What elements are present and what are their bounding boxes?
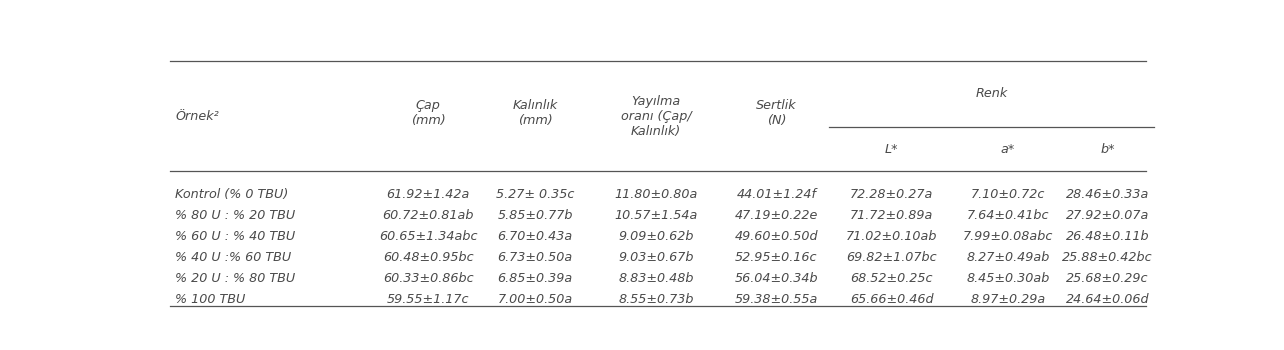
Text: 49.60±0.50d: 49.60±0.50d <box>734 230 818 243</box>
Text: b*: b* <box>1100 143 1115 156</box>
Text: 72.28±0.27a: 72.28±0.27a <box>850 188 933 201</box>
Text: % 20 U : % 80 TBU: % 20 U : % 80 TBU <box>176 272 295 285</box>
Text: 8.45±0.30ab: 8.45±0.30ab <box>966 272 1049 285</box>
Text: 60.72±0.81ab: 60.72±0.81ab <box>383 209 474 222</box>
Text: 61.92±1.42a: 61.92±1.42a <box>386 188 470 201</box>
Text: 8.97±0.29a: 8.97±0.29a <box>971 293 1045 306</box>
Text: 65.66±0.46d: 65.66±0.46d <box>850 293 933 306</box>
Text: 7.00±0.50a: 7.00±0.50a <box>497 293 573 306</box>
Text: 28.46±0.33a: 28.46±0.33a <box>1066 188 1149 201</box>
Text: L*: L* <box>885 143 899 156</box>
Text: 10.57±1.54a: 10.57±1.54a <box>614 209 697 222</box>
Text: 68.52±0.25c: 68.52±0.25c <box>850 272 933 285</box>
Text: 5.27± 0.35c: 5.27± 0.35c <box>496 188 574 201</box>
Text: 56.04±0.34b: 56.04±0.34b <box>734 272 818 285</box>
Text: 7.99±0.08abc: 7.99±0.08abc <box>963 230 1053 243</box>
Text: % 80 U : % 20 TBU: % 80 U : % 20 TBU <box>176 209 295 222</box>
Text: 6.70±0.43a: 6.70±0.43a <box>497 230 573 243</box>
Text: Kontrol (% 0 TBU): Kontrol (% 0 TBU) <box>176 188 289 201</box>
Text: Yayılma
oranı (Çap/
Kalınlık): Yayılma oranı (Çap/ Kalınlık) <box>620 94 691 138</box>
Text: 44.01±1.24f: 44.01±1.24f <box>737 188 817 201</box>
Text: 60.48±0.95bc: 60.48±0.95bc <box>383 251 474 264</box>
Text: 69.82±1.07bc: 69.82±1.07bc <box>846 251 937 264</box>
Text: 25.68±0.29c: 25.68±0.29c <box>1066 272 1149 285</box>
Text: 6.85±0.39a: 6.85±0.39a <box>497 272 573 285</box>
Text: 47.19±0.22e: 47.19±0.22e <box>734 209 818 222</box>
Text: a*: a* <box>1000 143 1014 156</box>
Text: Örnek²: Örnek² <box>176 110 220 122</box>
Text: 25.88±0.42bc: 25.88±0.42bc <box>1062 251 1153 264</box>
Text: Kalınlık
(mm): Kalınlık (mm) <box>512 99 557 127</box>
Text: % 100 TBU: % 100 TBU <box>176 293 245 306</box>
Text: Çap
(mm): Çap (mm) <box>411 99 446 127</box>
Text: 71.02±0.10ab: 71.02±0.10ab <box>846 230 937 243</box>
Text: 5.85±0.77b: 5.85±0.77b <box>497 209 573 222</box>
Text: Sertlik
(N): Sertlik (N) <box>756 99 797 127</box>
Text: 71.72±0.89a: 71.72±0.89a <box>850 209 933 222</box>
Text: 9.09±0.62b: 9.09±0.62b <box>619 230 693 243</box>
Text: 27.92±0.07a: 27.92±0.07a <box>1066 209 1149 222</box>
Text: Renk: Renk <box>976 88 1008 100</box>
Text: 8.83±0.48b: 8.83±0.48b <box>619 272 693 285</box>
Text: 6.73±0.50a: 6.73±0.50a <box>497 251 573 264</box>
Text: 60.65±1.34abc: 60.65±1.34abc <box>379 230 478 243</box>
Text: 59.55±1.17c: 59.55±1.17c <box>386 293 470 306</box>
Text: % 40 U :% 60 TBU: % 40 U :% 60 TBU <box>176 251 291 264</box>
Text: 8.27±0.49ab: 8.27±0.49ab <box>966 251 1049 264</box>
Text: 7.64±0.41bc: 7.64±0.41bc <box>967 209 1049 222</box>
Text: 8.55±0.73b: 8.55±0.73b <box>619 293 693 306</box>
Text: 52.95±0.16c: 52.95±0.16c <box>736 251 818 264</box>
Text: 26.48±0.11b: 26.48±0.11b <box>1066 230 1149 243</box>
Text: 24.64±0.06d: 24.64±0.06d <box>1066 293 1149 306</box>
Text: 7.10±0.72c: 7.10±0.72c <box>971 188 1045 201</box>
Text: 60.33±0.86bc: 60.33±0.86bc <box>383 272 474 285</box>
Text: 59.38±0.55a: 59.38±0.55a <box>734 293 818 306</box>
Text: 11.80±0.80a: 11.80±0.80a <box>614 188 697 201</box>
Text: 9.03±0.67b: 9.03±0.67b <box>619 251 693 264</box>
Text: % 60 U : % 40 TBU: % 60 U : % 40 TBU <box>176 230 295 243</box>
